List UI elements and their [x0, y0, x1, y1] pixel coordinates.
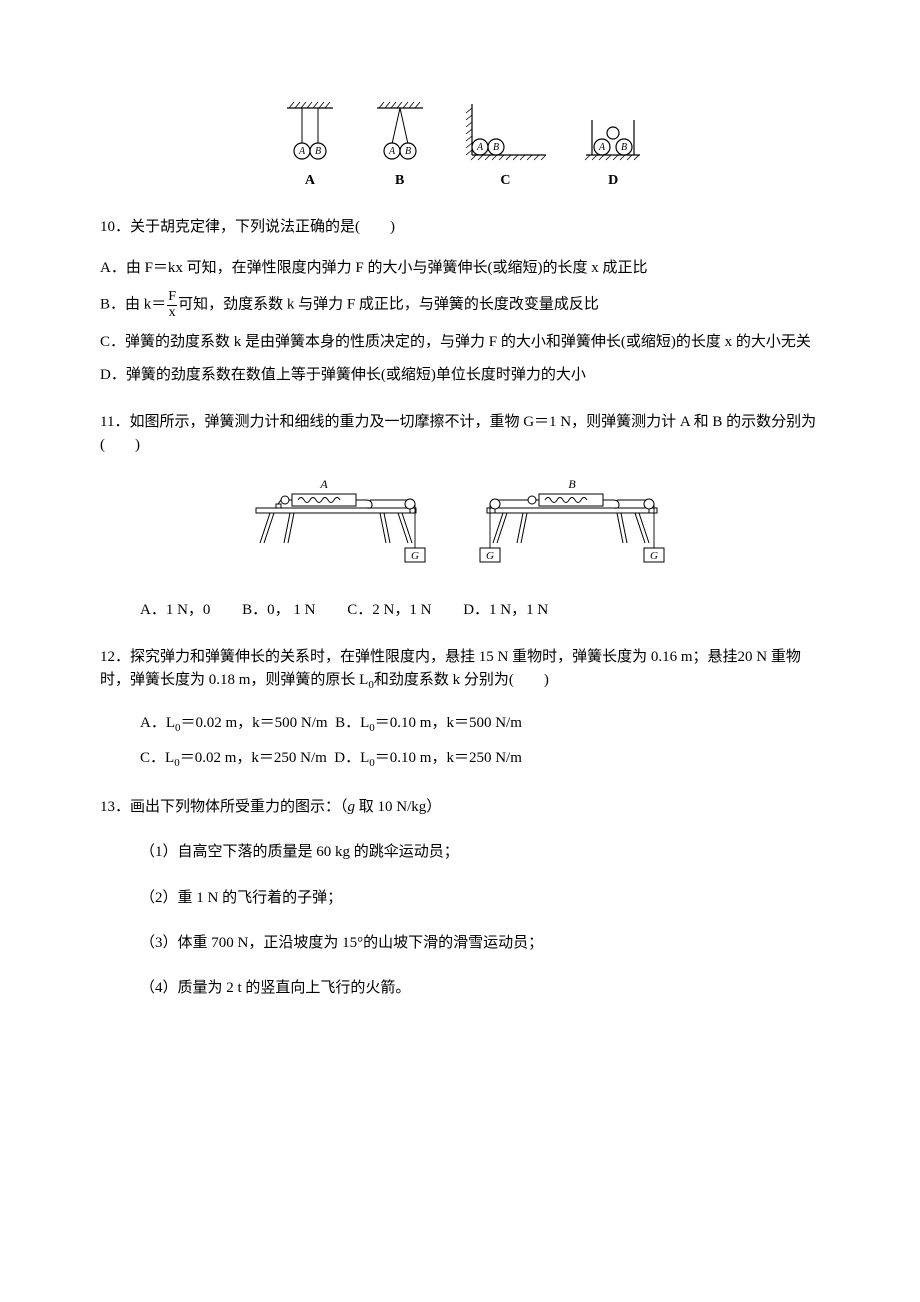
ball-label-A: A: [388, 146, 396, 157]
q11-options: A．1 N，0 B．0， 1 N C．2 N，1 N D．1 N，1 N: [140, 599, 825, 622]
q11-stem: 11．如图所示，弹簧测力计和细线的重力及一切摩擦不计，重物 G＝1 N，则弹簧测…: [100, 411, 825, 458]
q9-fig-A: A B A: [281, 100, 339, 192]
q11-figure-row: A G B: [100, 478, 825, 583]
q10-optB-pre: B．由 k＝: [100, 297, 166, 313]
q10-options: A．由 F＝kx 可知，在弹性限度内弹力 F 的大小与弹簧伸长(或缩短)的长度 …: [100, 257, 825, 387]
weight-label: G: [486, 550, 494, 562]
q12-optC: ＝0.02 m，k＝250 N/m: [180, 750, 327, 766]
L-sym: L: [360, 715, 369, 731]
q9-fig-B-caption: B: [371, 170, 429, 192]
q12-row1: A．L0＝0.02 m，k＝500 N/m B．L0＝0.10 m，k＝500 …: [140, 712, 825, 737]
ball-label-A: A: [298, 146, 306, 157]
q13-item-1: （1）自高空下落的质量是 60 kg 的跳伞运动员；: [140, 841, 825, 864]
q9-fig-D: A B D: [582, 100, 644, 192]
q11-optB: B．0， 1 N: [242, 599, 315, 622]
q10-optD: D．弹簧的劲度系数在数值上等于弹簧伸长(或缩短)单位长度时弹力的大小: [100, 364, 825, 387]
q13-item-2: （2）重 1 N 的飞行着的子弹；: [140, 887, 825, 910]
L-sym: L: [165, 750, 174, 766]
q11-optC: C．2 N，1 N: [347, 599, 431, 622]
q11-optA: A．1 N，0: [140, 599, 210, 622]
q9-fig-D-caption: D: [582, 170, 644, 192]
q10-optA: A．由 F＝kx 可知，在弹性限度内弹力 F 的大小与弹簧伸长(或缩短)的长度 …: [100, 257, 825, 280]
q10-optC: C．弹簧的劲度系数 k 是由弹簧本身的性质决定的，与弹力 F 的大小和弹簧伸长(…: [100, 331, 825, 354]
L-sym: L: [166, 715, 175, 731]
q13-stem-post: 取 10 N/kg）: [359, 799, 442, 815]
weight-label: G: [650, 550, 658, 562]
q13-stem-pre: 13．画出下列物体所受重力的图示：（: [100, 799, 348, 815]
q12-optA: ＝0.02 m，k＝500 N/m: [181, 715, 328, 731]
weight-label: G: [411, 550, 419, 562]
ball-label-B: B: [405, 146, 411, 157]
q11-fig-B: B G G: [457, 478, 687, 583]
q10-stem: 10．关于胡克定律，下列说法正确的是( ): [100, 216, 825, 239]
q12-row2: C．L0＝0.02 m，k＝250 N/m D．L0＝0.10 m，k＝250 …: [140, 747, 825, 772]
q9-fig-C-caption: C: [460, 170, 550, 192]
q11-optD: D．1 N，1 N: [463, 599, 548, 622]
q12-optB: ＝0.10 m，k＝500 N/m: [375, 715, 522, 731]
ball-label-A: A: [598, 142, 606, 153]
q13-stem: 13．画出下列物体所受重力的图示：（g 取 10 N/kg）: [100, 796, 825, 819]
frac-num: F: [167, 290, 177, 306]
scale-label-A: A: [319, 478, 328, 491]
ball-label-B: B: [493, 142, 499, 153]
ball-label-B: B: [621, 142, 627, 153]
q9-figure-row: A B A A B B: [100, 100, 825, 192]
q9-fig-C-svg: A B: [460, 100, 550, 166]
q12-stem: 12．探究弹力和弹簧伸长的关系时，在弹性限度内，悬挂 15 N 重物时，弹簧长度…: [100, 646, 825, 694]
q12-options: A．L0＝0.02 m，k＝500 N/m B．L0＝0.10 m，k＝500 …: [140, 712, 825, 772]
q9-fig-A-svg: A B: [281, 100, 339, 166]
q10-optB: B．由 k＝Fx可知，劲度系数 k 与弹力 F 成正比，与弹簧的长度改变量成反比: [100, 290, 825, 320]
scale-label-B: B: [569, 478, 577, 491]
q9-fig-B: A B B: [371, 100, 429, 192]
q11-fig-A: A G: [238, 478, 438, 583]
g-symbol: g: [348, 799, 356, 815]
q13-item-3: （3）体重 700 N，正沿坡度为 15°的山坡下滑的滑雪运动员；: [140, 932, 825, 955]
frac-den: x: [167, 306, 177, 321]
q12-stem-post: 和劲度系数 k 分别为( ): [374, 672, 549, 688]
q10-optB-post: 可知，劲度系数 k 与弹力 F 成正比，与弹簧的长度改变量成反比: [178, 297, 599, 313]
q9-fig-A-caption: A: [281, 170, 339, 192]
ball-label-B: B: [315, 146, 321, 157]
ball-label-A: A: [476, 142, 484, 153]
q9-fig-B-svg: A B: [371, 100, 429, 166]
q13-item-4: （4）质量为 2 t 的竖直向上飞行的火箭。: [140, 977, 825, 1000]
L-sym: L: [360, 750, 369, 766]
q10-optB-frac: Fx: [167, 290, 177, 320]
q12-optD: ＝0.10 m，k＝250 N/m: [375, 750, 522, 766]
q9-fig-C: A B C: [460, 100, 550, 192]
q9-fig-D-svg: A B: [582, 100, 644, 166]
